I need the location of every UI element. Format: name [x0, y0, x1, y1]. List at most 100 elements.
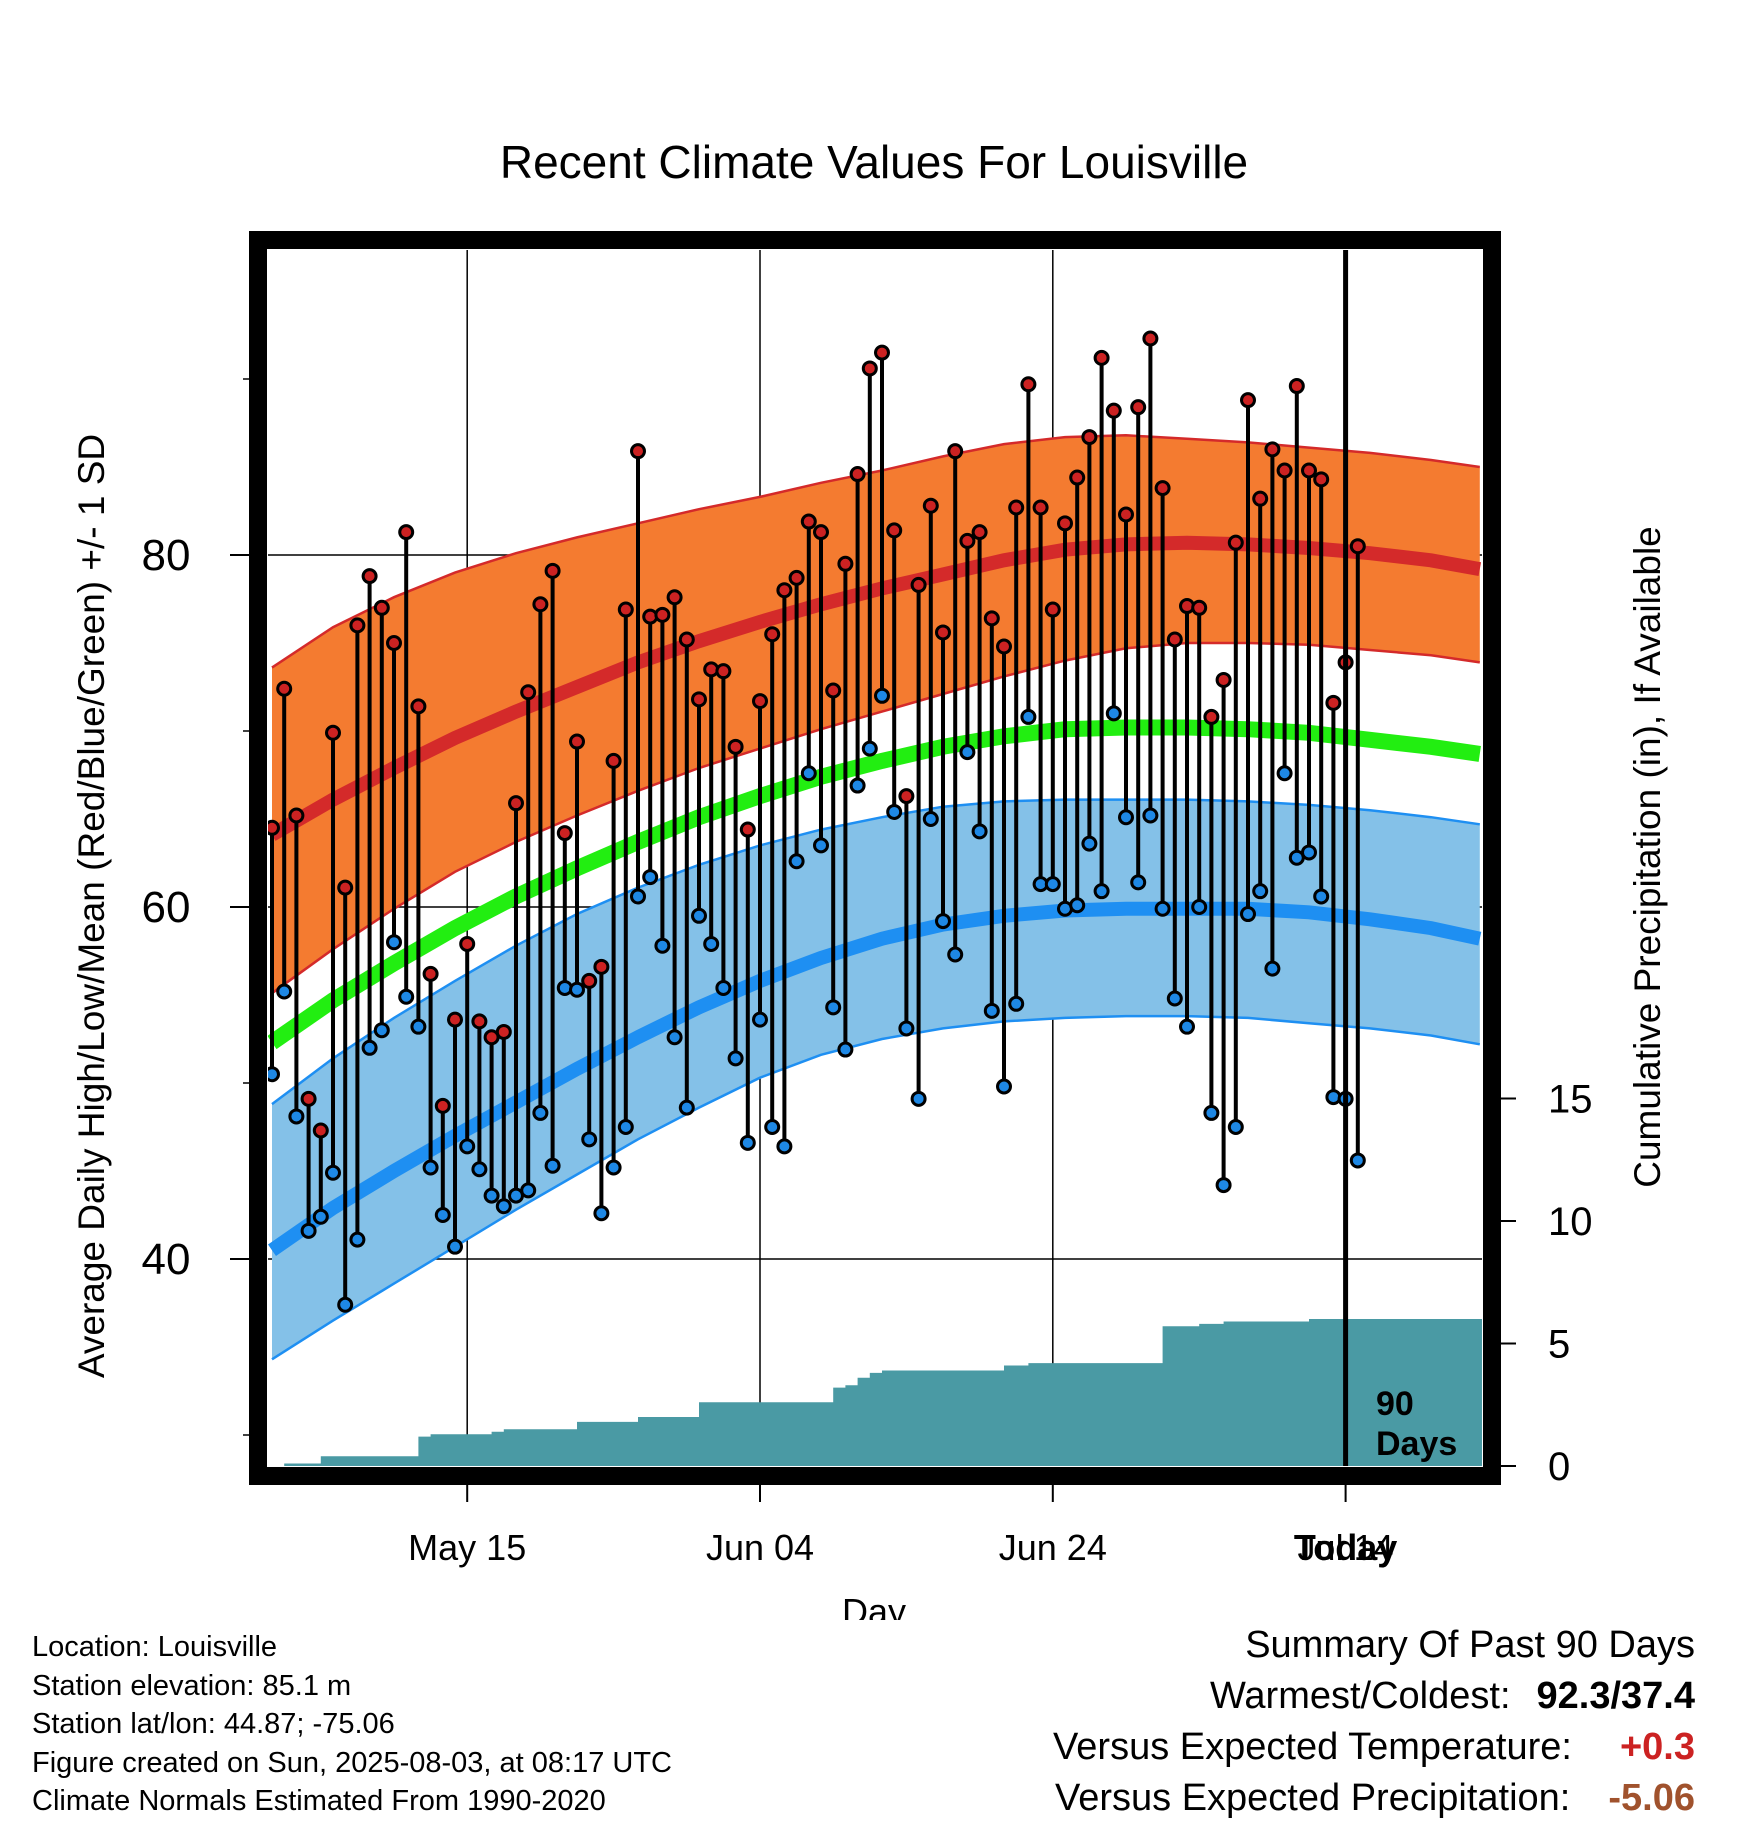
- daily-high-point: [556, 825, 573, 842]
- y2-tick-label: 5: [1548, 1323, 1570, 1367]
- daily-low-point: [1179, 1018, 1195, 1035]
- daily-high-point: [1215, 671, 1232, 688]
- daily-low-point: [1227, 1119, 1244, 1135]
- daily-low-point: [739, 1134, 756, 1151]
- daily-high-point: [1069, 469, 1086, 486]
- daily-high-point: [800, 513, 817, 530]
- daily-low-point: [861, 740, 878, 757]
- daily-low-point: [849, 777, 866, 794]
- daily-low-point: [922, 811, 939, 827]
- daily-high-point: [1349, 538, 1366, 555]
- daily-low-point: [776, 1138, 793, 1155]
- daily-high-point: [337, 879, 354, 896]
- daily-high-point: [1288, 378, 1305, 395]
- temp-row: Versus Expected Temperature: +0.3: [1053, 1722, 1695, 1773]
- warmest-row: Warmest/Coldest: 92.3/37.4: [1053, 1671, 1695, 1722]
- daily-high-point: [1130, 399, 1147, 416]
- daily-low-point: [605, 1159, 622, 1176]
- daily-low-point: [947, 946, 964, 963]
- daily-low-point: [386, 934, 402, 951]
- daily-low-point: [1142, 807, 1159, 824]
- daily-low-point: [837, 1041, 854, 1058]
- daily-low-point: [1301, 844, 1317, 861]
- daily-high-point: [691, 691, 707, 708]
- daily-low-point: [800, 765, 817, 782]
- climate-chart: Recent Climate Values For Louisville 90 D…: [71, 136, 1668, 1620]
- daily-high-point: [947, 443, 964, 460]
- daily-high-point: [532, 596, 549, 613]
- daily-high-point: [788, 569, 805, 586]
- x-tick-label: Jun 04: [706, 1527, 814, 1568]
- daily-low-point: [1093, 883, 1110, 900]
- warmest-value: 92.3/37.4: [1536, 1675, 1695, 1717]
- daily-high-point: [1227, 534, 1244, 551]
- x-tick-label: Jul 14: [1298, 1527, 1394, 1568]
- daily-high-point: [495, 1023, 512, 1040]
- daily-high-point: [1142, 330, 1159, 347]
- daily-low-point: [300, 1222, 317, 1239]
- plot-content: 90 Days: [268, 250, 1482, 1466]
- y-tick-label: 80: [142, 531, 191, 580]
- summary-panel: Summary Of Past 90 Days Warmest/Coldest:…: [1053, 1620, 1695, 1824]
- daily-high-point: [1057, 515, 1073, 532]
- x-tick-label-today: Today: [1294, 1527, 1397, 1568]
- daily-low-point: [959, 744, 976, 761]
- daily-high-point: [910, 576, 927, 593]
- daily-low-point: [1081, 835, 1098, 852]
- daily-low-point: [1203, 1104, 1220, 1121]
- daily-high-point: [727, 738, 744, 755]
- daily-high-point: [1264, 441, 1281, 458]
- precip-row: Versus Expected Precipitation: -5.06: [1053, 1773, 1695, 1824]
- plot-frame: [249, 231, 1501, 1485]
- daily-low-point: [337, 1296, 354, 1313]
- daily-low-point: [910, 1090, 927, 1107]
- daily-low-point: [471, 1161, 488, 1178]
- daily-high-point: [935, 624, 951, 641]
- daily-low-point: [874, 687, 890, 704]
- daily-low-point: [447, 1238, 463, 1255]
- daily-low-point: [1008, 995, 1025, 1012]
- daily-high-point: [1240, 392, 1256, 409]
- daily-low-point: [325, 1164, 341, 1181]
- daily-low-point: [898, 1020, 915, 1037]
- daily-high-point: [959, 532, 976, 549]
- y2-tick-label: 0: [1548, 1445, 1570, 1489]
- plot-area: 90 Days: [268, 250, 1482, 1466]
- daily-low-point: [935, 913, 951, 930]
- daily-low-point: [886, 803, 903, 820]
- today-days-number: 90: [1376, 1385, 1414, 1423]
- daily-high-point: [1020, 376, 1037, 393]
- daily-high-point: [471, 1013, 488, 1030]
- daily-high-point: [1252, 490, 1269, 507]
- daily-high-point: [1166, 631, 1183, 648]
- daily-high-point: [1203, 708, 1220, 725]
- daily-low-point: [532, 1104, 549, 1121]
- daily-high-point: [459, 935, 476, 952]
- daily-low-point: [1044, 876, 1061, 893]
- daily-low-point: [715, 979, 732, 996]
- daily-high-point: [1191, 599, 1208, 616]
- daily-high-point: [861, 360, 878, 377]
- daily-high-point: [1044, 601, 1061, 618]
- daily-high-point: [678, 631, 695, 648]
- x-tick-label: Jun 24: [999, 1527, 1107, 1568]
- normals-text: Climate Normals Estimated From 1990-2020: [32, 1785, 606, 1817]
- daily-high-point: [1325, 694, 1342, 711]
- daily-low-point: [581, 1131, 598, 1148]
- daily-high-point: [715, 663, 732, 680]
- daily-low-point: [398, 988, 415, 1005]
- daily-low-point: [727, 1050, 744, 1067]
- daily-high-point: [434, 1097, 451, 1114]
- normal-low-line: [268, 901, 1482, 1256]
- daily-high-point: [410, 698, 427, 715]
- daily-high-point: [1081, 429, 1098, 446]
- daily-low-point: [691, 907, 707, 924]
- daily-high-point: [837, 555, 854, 572]
- daily-high-point: [983, 610, 1000, 627]
- daily-high-point: [739, 821, 756, 838]
- normal-high-band-lower-edge: [271, 641, 1480, 995]
- daily-high-point: [569, 733, 585, 750]
- daily-low-point: [764, 1119, 781, 1135]
- y-tick-label: 40: [142, 1235, 191, 1284]
- daily-low-point: [1215, 1177, 1232, 1194]
